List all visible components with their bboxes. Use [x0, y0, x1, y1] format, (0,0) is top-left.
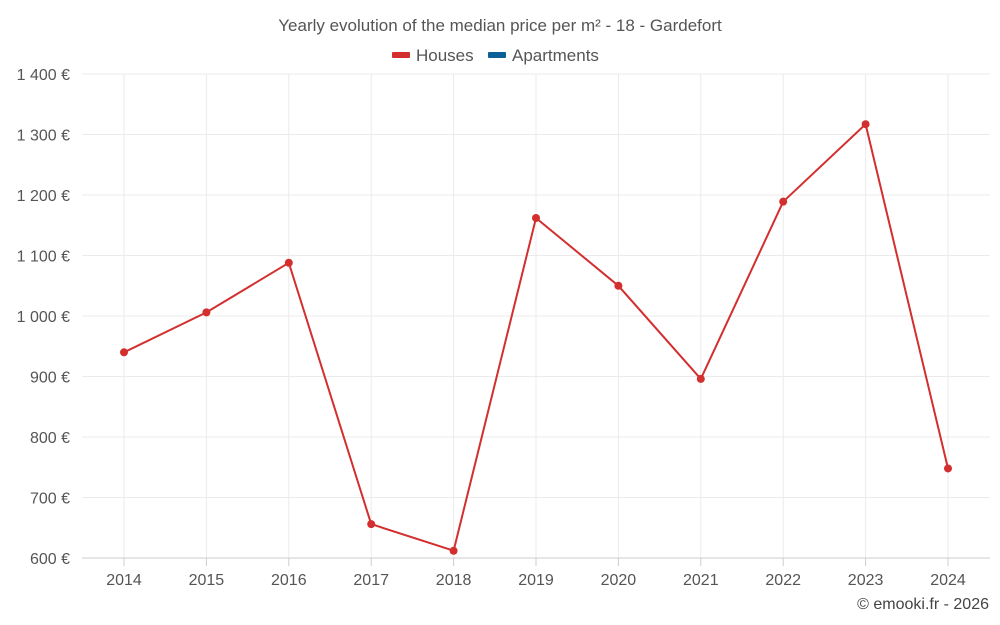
- legend-item-houses[interactable]: Houses: [392, 46, 474, 65]
- legend-swatch-apartments: [488, 52, 506, 58]
- legend-swatch-houses: [392, 52, 410, 58]
- data-point-houses-2023[interactable]: [861, 120, 870, 129]
- series-layer: [120, 120, 952, 555]
- data-point-houses-2019[interactable]: [532, 213, 540, 222]
- legend-label-houses: Houses: [416, 46, 474, 65]
- x-tick-label: 2020: [601, 572, 637, 589]
- gridlines: [82, 73, 990, 558]
- y-tick-label: 1 200 €: [17, 188, 70, 205]
- data-point-houses-2015[interactable]: [202, 308, 211, 317]
- x-tick-label: 2015: [189, 572, 225, 589]
- data-point-houses-2018[interactable]: [449, 546, 458, 555]
- data-point-houses-2020[interactable]: [614, 281, 623, 290]
- legend: Houses Apartments: [392, 46, 599, 65]
- chart-title: Yearly evolution of the median price per…: [278, 16, 722, 35]
- legend-label-apartments: Apartments: [512, 46, 599, 65]
- y-tick-label: 1 400 €: [17, 67, 70, 84]
- y-tick-label: 1 100 €: [17, 249, 70, 266]
- x-tick-label: 2018: [436, 572, 472, 589]
- x-tick-label: 2016: [271, 572, 307, 589]
- y-tick-label: 1 300 €: [17, 128, 70, 145]
- y-tick-label: 1 000 €: [17, 309, 70, 326]
- data-point-houses-2016[interactable]: [284, 258, 293, 267]
- data-point-houses-2017[interactable]: [367, 520, 376, 529]
- x-tick-label: 2021: [683, 572, 719, 589]
- x-tick-label: 2017: [353, 572, 389, 589]
- data-point-houses-2024[interactable]: [944, 464, 952, 473]
- x-tick-label: 2022: [765, 572, 801, 589]
- y-tick-label: 800 €: [30, 430, 70, 447]
- data-point-houses-2014[interactable]: [120, 348, 128, 357]
- x-tick-label: 2019: [518, 572, 554, 589]
- x-tick-label: 2023: [848, 572, 884, 589]
- x-axis: 2014 2015 2016 2017 2018 2019 2020 2021 2022 2023…: [82, 557, 990, 589]
- y-axis: 600 € 700 € 800 € 900 € 1 000 € 1 100 € 1 200 …: [17, 67, 70, 568]
- data-point-houses-2021[interactable]: [696, 374, 705, 383]
- y-tick-label: 700 €: [30, 491, 70, 508]
- x-tick-label: 2014: [106, 572, 142, 589]
- data-point-houses-2022[interactable]: [779, 197, 788, 206]
- legend-item-apartments[interactable]: Apartments: [488, 46, 599, 65]
- credit-text: © emooki.fr - 2026: [857, 596, 989, 613]
- x-tick-label: 2024: [930, 572, 966, 589]
- y-tick-label: 900 €: [30, 370, 70, 387]
- y-tick-label: 600 €: [30, 551, 70, 568]
